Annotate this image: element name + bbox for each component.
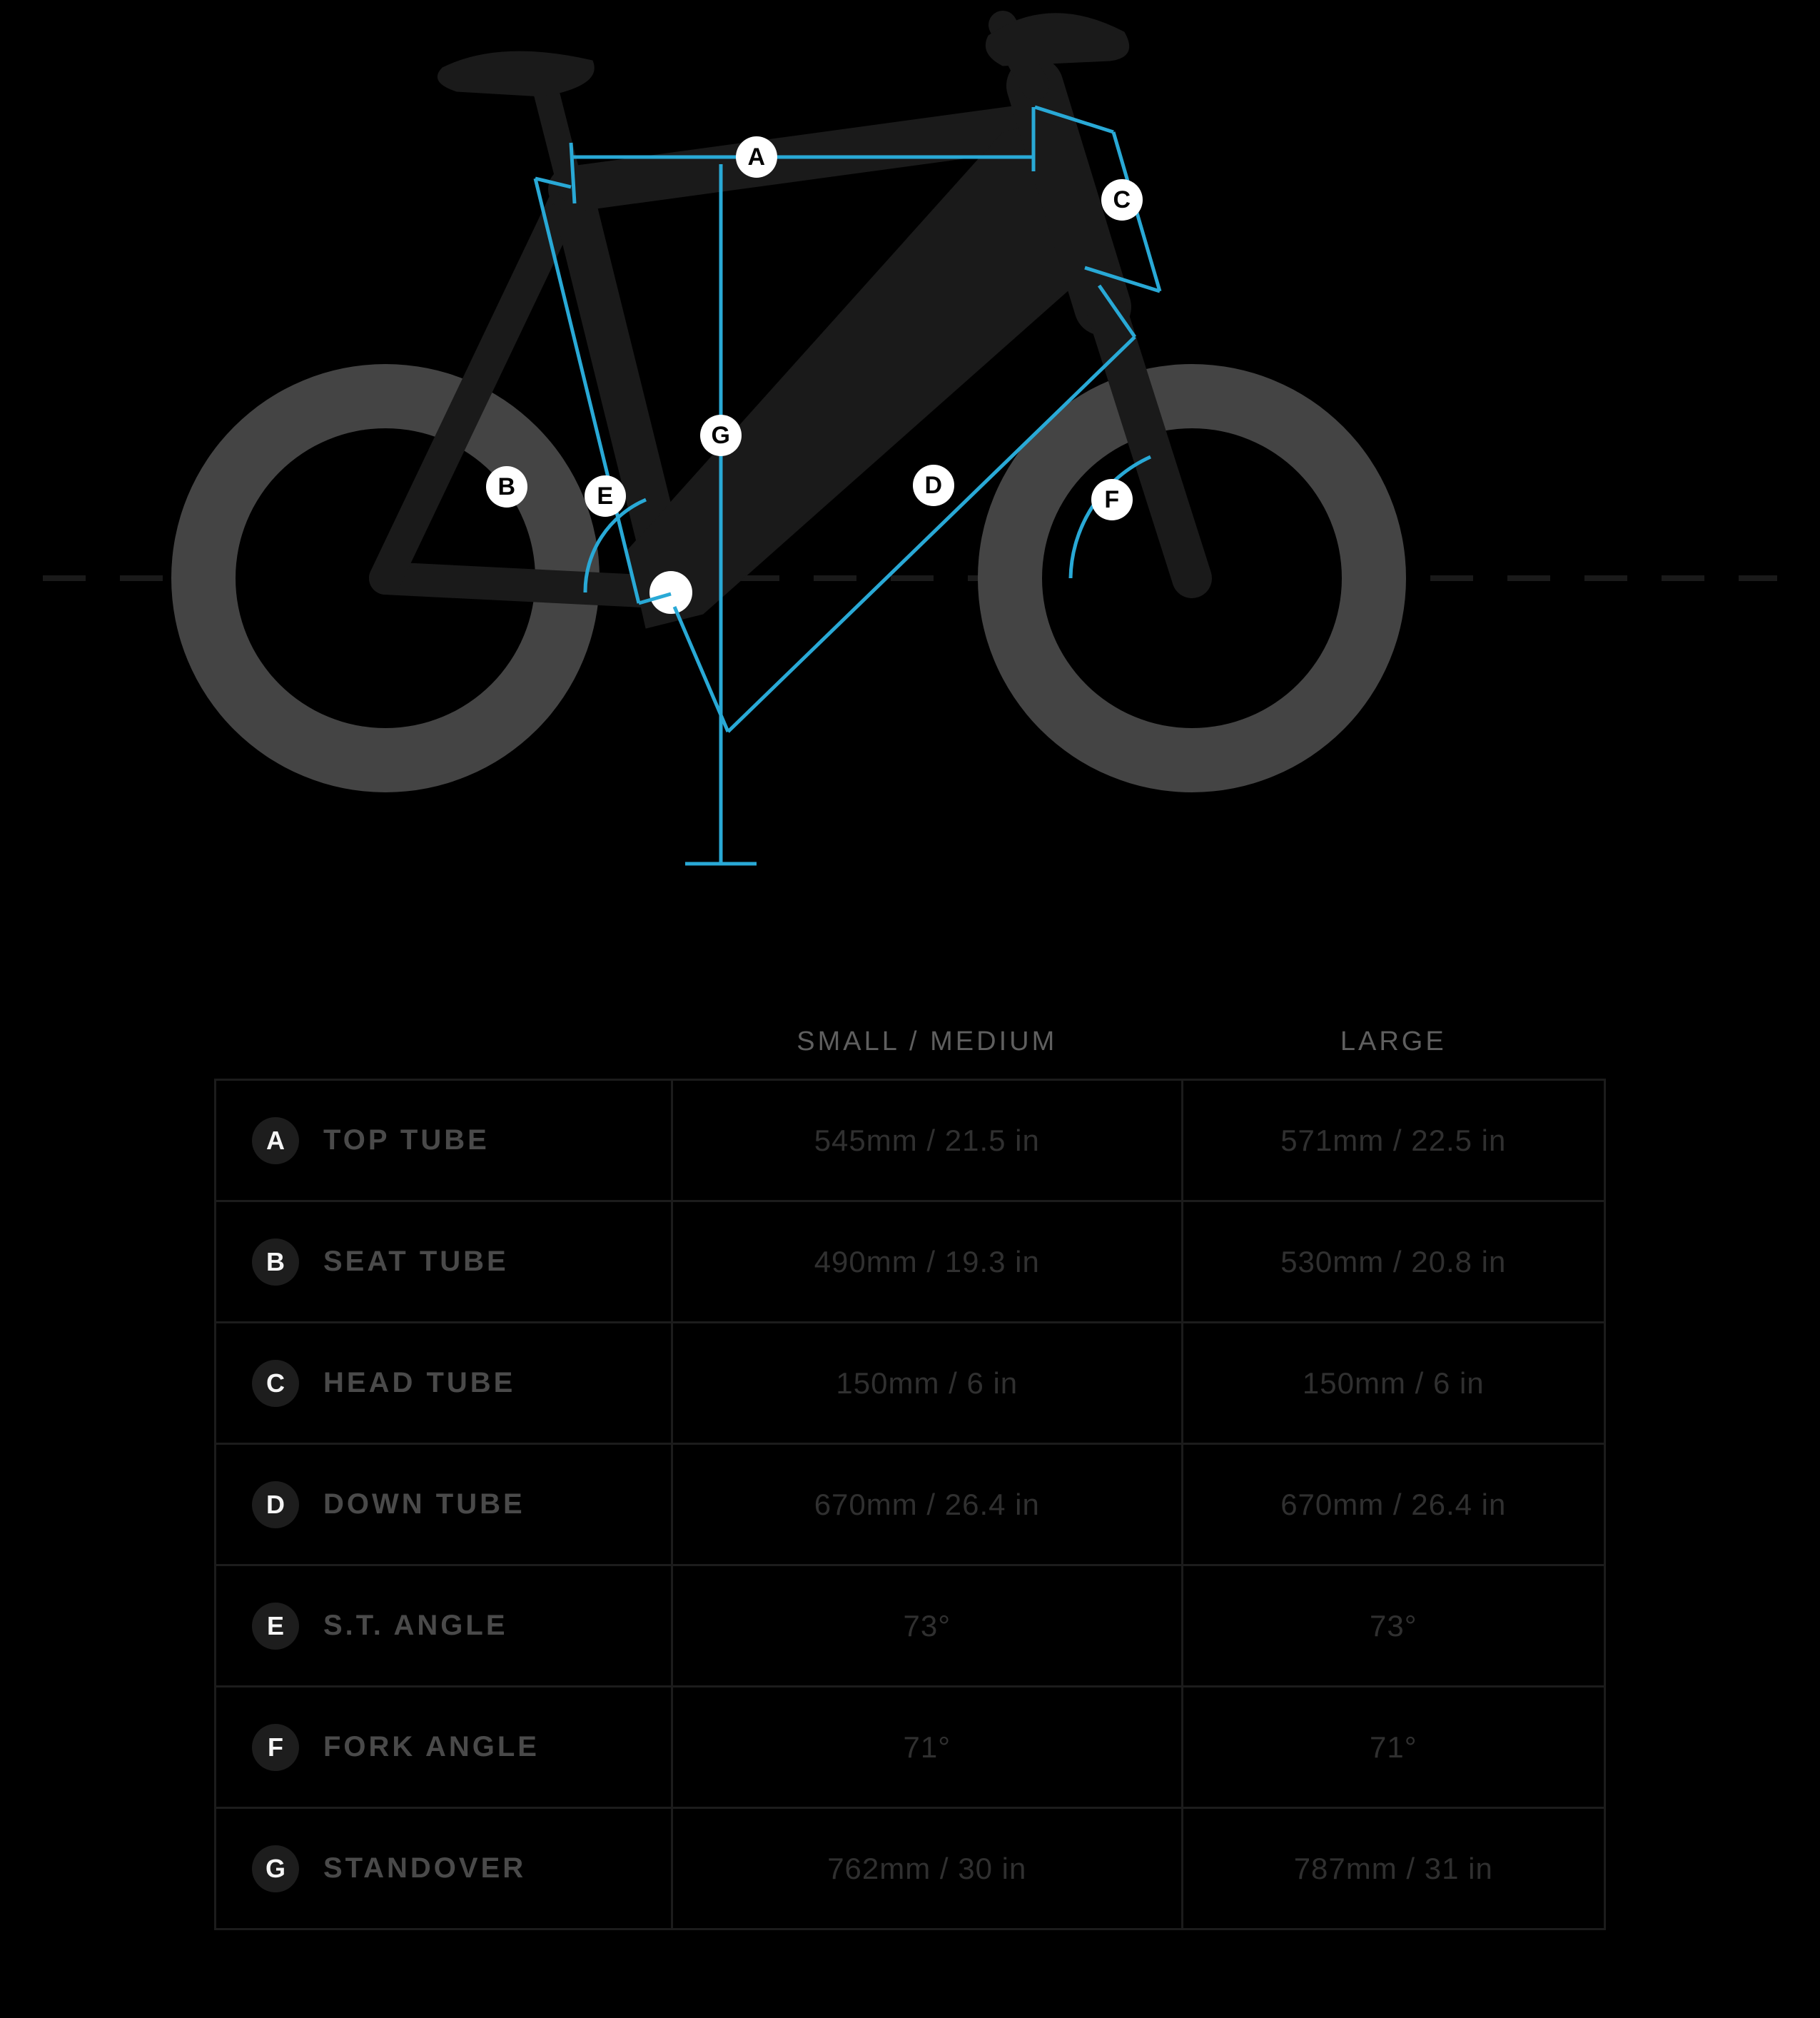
dim-badge-g: G: [700, 415, 742, 456]
bottom-bracket-icon: [649, 571, 692, 614]
dim-badge-a: A: [736, 136, 777, 178]
row-label: FORK ANGLE: [323, 1731, 540, 1763]
table-header-blank: [216, 1014, 672, 1080]
table-value-small-medium: 73°: [672, 1565, 1183, 1687]
table-label-cell: G STANDOVER: [216, 1808, 672, 1929]
table-row: C HEAD TUBE 150mm / 6 in150mm / 6 in: [216, 1323, 1605, 1444]
dim-badge-d: D: [913, 465, 954, 506]
dim-badge-e: E: [585, 475, 626, 517]
table-label-cell: B SEAT TUBE: [216, 1201, 672, 1323]
table-header-large: LARGE: [1182, 1014, 1604, 1080]
table-value-small-medium: 670mm / 26.4 in: [672, 1444, 1183, 1565]
table-row: E S.T. ANGLE 73°73°: [216, 1565, 1605, 1687]
table-value-small-medium: 150mm / 6 in: [672, 1323, 1183, 1444]
table-value-small-medium: 71°: [672, 1687, 1183, 1808]
row-label: S.T. ANGLE: [323, 1610, 508, 1642]
geometry-diagram: A B C D E F G: [0, 0, 1820, 985]
table-value-large: 150mm / 6 in: [1182, 1323, 1604, 1444]
table-label-cell: A TOP TUBE: [216, 1080, 672, 1201]
geometry-table-wrapper: SMALL / MEDIUM LARGE A TOP TUBE 545mm / 21…: [214, 1014, 1606, 1930]
table-row: F FORK ANGLE 71°71°: [216, 1687, 1605, 1808]
row-badge: B: [252, 1238, 299, 1286]
table-row: B SEAT TUBE 490mm / 19.3 in530mm / 20.8 in: [216, 1201, 1605, 1323]
table-value-large: 670mm / 26.4 in: [1182, 1444, 1604, 1565]
row-label: HEAD TUBE: [323, 1367, 515, 1399]
table-label-cell: D DOWN TUBE: [216, 1444, 672, 1565]
row-badge: C: [252, 1360, 299, 1407]
row-label: DOWN TUBE: [323, 1488, 525, 1520]
table-value-large: 71°: [1182, 1687, 1604, 1808]
table-row: A TOP TUBE 545mm / 21.5 in571mm / 22.5 in: [216, 1080, 1605, 1201]
table-value-small-medium: 762mm / 30 in: [672, 1808, 1183, 1929]
row-label: TOP TUBE: [323, 1124, 490, 1156]
table-label-cell: C HEAD TUBE: [216, 1323, 672, 1444]
table-value-small-medium: 545mm / 21.5 in: [672, 1080, 1183, 1201]
table-value-large: 787mm / 31 in: [1182, 1808, 1604, 1929]
table-header-small-medium: SMALL / MEDIUM: [672, 1014, 1183, 1080]
table-value-small-medium: 490mm / 19.3 in: [672, 1201, 1183, 1323]
table-body: ATOP TUBE545mm / 21.5 in571mm / 22.5 inB…: [216, 1080, 1605, 1929]
bike-svg: [0, 0, 1820, 985]
table-value-large: 73°: [1182, 1565, 1604, 1687]
row-badge: F: [252, 1724, 299, 1771]
table-label-cell: E S.T. ANGLE: [216, 1565, 672, 1687]
row-label: STANDOVER: [323, 1852, 526, 1885]
table-header-row: SMALL / MEDIUM LARGE: [216, 1014, 1605, 1080]
dim-badge-b: B: [486, 466, 527, 508]
row-badge: D: [252, 1481, 299, 1528]
row-badge: A: [252, 1117, 299, 1164]
table-value-large: 571mm / 22.5 in: [1182, 1080, 1604, 1201]
dim-badge-c: C: [1101, 179, 1143, 221]
table-row: G STANDOVER 762mm / 30 in787mm / 31 in: [216, 1808, 1605, 1929]
row-badge: E: [252, 1603, 299, 1650]
row-badge: G: [252, 1845, 299, 1892]
row-label: SEAT TUBE: [323, 1246, 509, 1278]
dim-badge-f: F: [1091, 479, 1133, 520]
table-row: D DOWN TUBE 670mm / 26.4 in670mm / 26.4 in: [216, 1444, 1605, 1565]
table-value-large: 530mm / 20.8 in: [1182, 1201, 1604, 1323]
geometry-table: SMALL / MEDIUM LARGE A TOP TUBE 545mm / 21…: [214, 1014, 1606, 1930]
table-label-cell: F FORK ANGLE: [216, 1687, 672, 1808]
